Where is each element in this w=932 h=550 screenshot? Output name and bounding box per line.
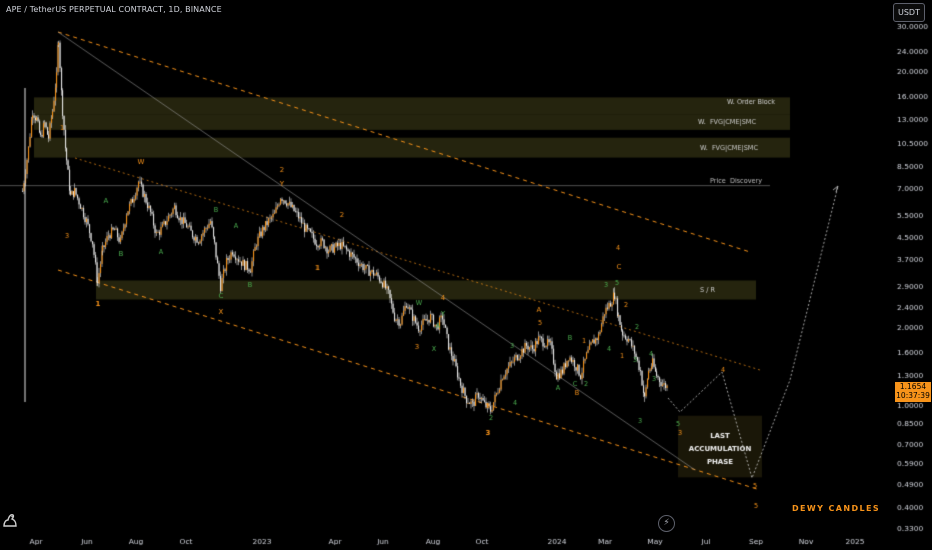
- last-price: 1.1654: [899, 382, 927, 391]
- lightning-icon[interactable]: ⚡: [658, 515, 675, 532]
- brand-watermark: DEWY CANDLES: [792, 504, 881, 513]
- chart-title: APE / TetherUS PERPETUAL CONTRACT, 1D, B…: [6, 5, 222, 14]
- dinosaur-logo: [2, 512, 20, 532]
- last-price-tag: 1.1654 10:37:39: [895, 382, 931, 402]
- currency-button[interactable]: USDT: [893, 3, 925, 22]
- countdown: 10:37:39: [896, 391, 930, 400]
